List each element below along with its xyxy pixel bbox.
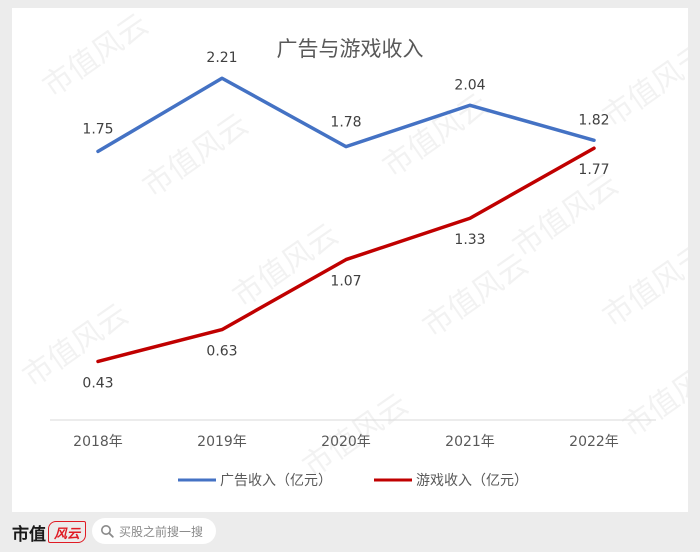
series-line-ad [96,76,596,154]
data-label-ad: 1.82 [578,112,609,128]
watermark-text: 市值风云 [507,167,625,264]
data-label-ad: 1.78 [330,115,361,131]
data-label-ad: 2.21 [206,50,237,66]
x-tick-label: 2022年 [569,434,619,450]
data-label-ad: 1.75 [82,121,113,137]
x-tick-labels: 2018年 2019年 2020年 2021年 2022年 [73,434,619,450]
data-label-ad: 2.04 [454,77,485,93]
watermark-text: 市值风云 [417,247,535,344]
data-labels-layer: 1.75 2.21 1.78 2.04 1.82 0.43 0.63 1.07 1.33 1.77 [82,50,609,391]
data-label-game: 1.77 [578,162,609,178]
chart-title: 广告与游戏收入 [277,37,424,61]
brand-name: 市值 [12,524,46,545]
watermark-text: 市值风云 [617,347,688,444]
x-tick-label: 2019年 [197,434,247,450]
watermark-text: 市值风云 [137,107,255,204]
watermark-text: 市值风云 [17,297,135,394]
brand[interactable]: 市值 风云 [12,520,86,545]
watermark-text: 市值风云 [597,37,688,134]
legend-label-ad: 广告收入（亿元） [220,473,332,489]
data-label-game: 1.07 [330,274,361,290]
legend: 广告收入（亿元） 游戏收入（亿元） [178,473,528,489]
x-tick-label: 2020年 [321,434,371,450]
x-tick-label: 2018年 [73,434,123,450]
search-icon [101,525,114,538]
series-line-game [96,146,596,364]
data-label-game: 1.33 [454,232,485,248]
x-tick-label: 2021年 [445,434,495,450]
brand-logo-icon: 风云 [48,521,86,543]
legend-label-game: 游戏收入（亿元） [416,473,528,489]
data-label-game: 0.43 [82,375,113,391]
search-box[interactable]: 买股之前搜一搜 [92,518,216,544]
watermark-text: 市值风云 [37,8,155,105]
search-placeholder: 买股之前搜一搜 [119,524,204,539]
watermark-text: 市值风云 [377,87,495,184]
watermark-text: 市值风云 [227,217,345,314]
bottom-bar: 市值 风云 买股之前搜一搜 [0,512,700,552]
series-layer [96,76,596,364]
watermark-layer: 市值风云市值风云市值风云市值风云市值风云市值风云市值风云市值风云市值风云市值风云… [17,8,688,485]
chart-card: 市值风云 市值风云 市值风云 市值风云 市值风云 市值风云 市值风云 市值风云 市值风云 市值风云… [12,8,688,512]
data-label-game: 0.63 [206,344,237,360]
chart-svg: 市值风云市值风云市值风云市值风云市值风云市值风云市值风云市值风云市值风云市值风云… [17,8,688,489]
watermark-text: 市值风云 [597,237,688,334]
